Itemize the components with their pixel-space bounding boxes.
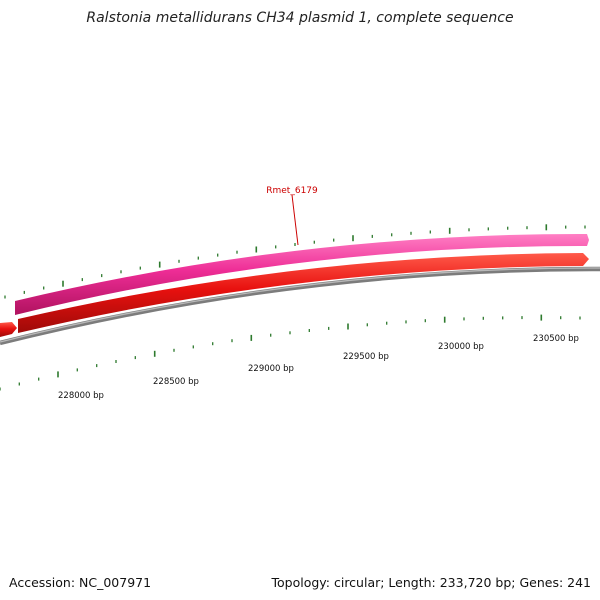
plasmid-backbone [0,266,600,346]
plasmid-backbone-highlight [0,267,600,343]
scale-label: 228000 bp [58,391,104,401]
scale-label: 229500 bp [343,352,389,362]
gene-reverse-left-fragment[interactable] [0,322,17,337]
inner-tick-row [0,314,581,391]
gene-forward-rmet-6179[interactable] [15,233,589,315]
scale-label: 230500 bp [533,334,579,344]
scale-labels: 228000 bp 228500 bp 229000 bp 229500 bp … [58,334,579,401]
footer-summary: Topology: circular; Length: 233,720 bp; … [271,575,592,590]
gene-label-leader [291,194,299,246]
map-title: Ralstonia metallidurans CH34 plasmid 1, … [86,10,514,26]
scale-label: 229000 bp [248,364,294,374]
footer-accession: Accession: NC_007971 [9,575,152,590]
gene-reverse-large[interactable] [18,253,589,333]
scale-label: 228500 bp [153,377,199,387]
gene-label-rmet-6179: Rmet_6179 [266,186,318,196]
outer-tick-row [4,224,586,299]
scale-label: 230000 bp [438,342,484,352]
